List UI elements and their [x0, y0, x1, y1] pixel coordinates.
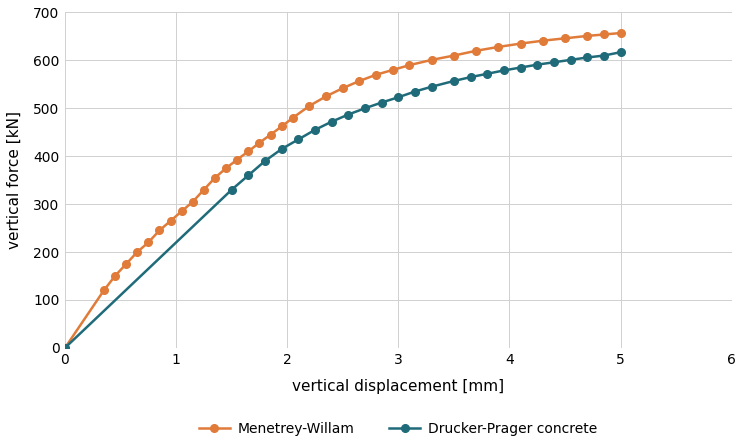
- Menetrey-Willam: [516, 41, 525, 46]
- Drucker-Prager concrete: [450, 78, 458, 84]
- Drucker-Prager concrete: [277, 146, 286, 152]
- Drucker-Prager concrete: [533, 62, 542, 67]
- Menetrey-Willam: [338, 86, 347, 91]
- Drucker-Prager concrete: [566, 57, 575, 62]
- Menetrey-Willam: [111, 273, 120, 279]
- Menetrey-Willam: [122, 261, 131, 267]
- Drucker-Prager concrete: [293, 137, 302, 142]
- Drucker-Prager concrete: [60, 345, 69, 351]
- Menetrey-Willam: [560, 36, 569, 41]
- Menetrey-Willam: [494, 44, 503, 50]
- Menetrey-Willam: [277, 124, 286, 129]
- Drucker-Prager concrete: [483, 71, 492, 76]
- Menetrey-Willam: [427, 57, 436, 62]
- Menetrey-Willam: [405, 62, 414, 68]
- Drucker-Prager concrete: [499, 68, 508, 73]
- Menetrey-Willam: [322, 94, 331, 99]
- Drucker-Prager concrete: [261, 158, 270, 164]
- Menetrey-Willam: [266, 132, 275, 137]
- Drucker-Prager concrete: [244, 173, 253, 178]
- Drucker-Prager concrete: [360, 106, 369, 111]
- Menetrey-Willam: [210, 175, 219, 181]
- Y-axis label: vertical force [kN]: vertical force [kN]: [7, 111, 22, 249]
- Drucker-Prager concrete: [377, 100, 386, 105]
- Drucker-Prager concrete: [427, 84, 436, 89]
- Menetrey-Willam: [188, 199, 197, 204]
- Legend: Menetrey-Willam, Drucker-Prager concrete: Menetrey-Willam, Drucker-Prager concrete: [193, 417, 603, 442]
- Menetrey-Willam: [155, 228, 164, 233]
- Menetrey-Willam: [450, 53, 458, 58]
- Menetrey-Willam: [255, 140, 264, 145]
- Menetrey-Willam: [389, 67, 398, 73]
- Menetrey-Willam: [472, 48, 481, 54]
- Menetrey-Willam: [600, 32, 609, 37]
- Menetrey-Willam: [233, 157, 241, 162]
- Drucker-Prager concrete: [394, 95, 403, 100]
- Menetrey-Willam: [583, 33, 591, 39]
- Drucker-Prager concrete: [227, 187, 236, 192]
- Menetrey-Willam: [305, 103, 314, 108]
- Menetrey-Willam: [177, 209, 186, 214]
- Menetrey-Willam: [372, 72, 380, 78]
- Drucker-Prager concrete: [583, 55, 591, 60]
- Menetrey-Willam: [221, 165, 230, 171]
- Menetrey-Willam: [538, 38, 547, 43]
- Drucker-Prager concrete: [411, 89, 420, 94]
- Drucker-Prager concrete: [466, 74, 475, 80]
- Menetrey-Willam: [166, 218, 175, 223]
- Menetrey-Willam: [100, 288, 108, 293]
- Menetrey-Willam: [199, 187, 208, 192]
- Menetrey-Willam: [355, 78, 364, 84]
- Drucker-Prager concrete: [549, 60, 558, 65]
- Drucker-Prager concrete: [516, 65, 525, 70]
- Menetrey-Willam: [60, 345, 69, 351]
- Menetrey-Willam: [288, 115, 297, 120]
- Menetrey-Willam: [616, 30, 625, 36]
- X-axis label: vertical displacement [mm]: vertical displacement [mm]: [292, 379, 504, 393]
- Drucker-Prager concrete: [344, 112, 353, 117]
- Menetrey-Willam: [133, 249, 142, 255]
- Drucker-Prager concrete: [327, 119, 336, 124]
- Drucker-Prager concrete: [311, 127, 319, 132]
- Menetrey-Willam: [244, 149, 253, 154]
- Drucker-Prager concrete: [616, 50, 625, 55]
- Line: Menetrey-Willam: Menetrey-Willam: [61, 29, 624, 352]
- Menetrey-Willam: [144, 240, 153, 245]
- Line: Drucker-Prager concrete: Drucker-Prager concrete: [61, 49, 624, 352]
- Drucker-Prager concrete: [600, 53, 609, 58]
